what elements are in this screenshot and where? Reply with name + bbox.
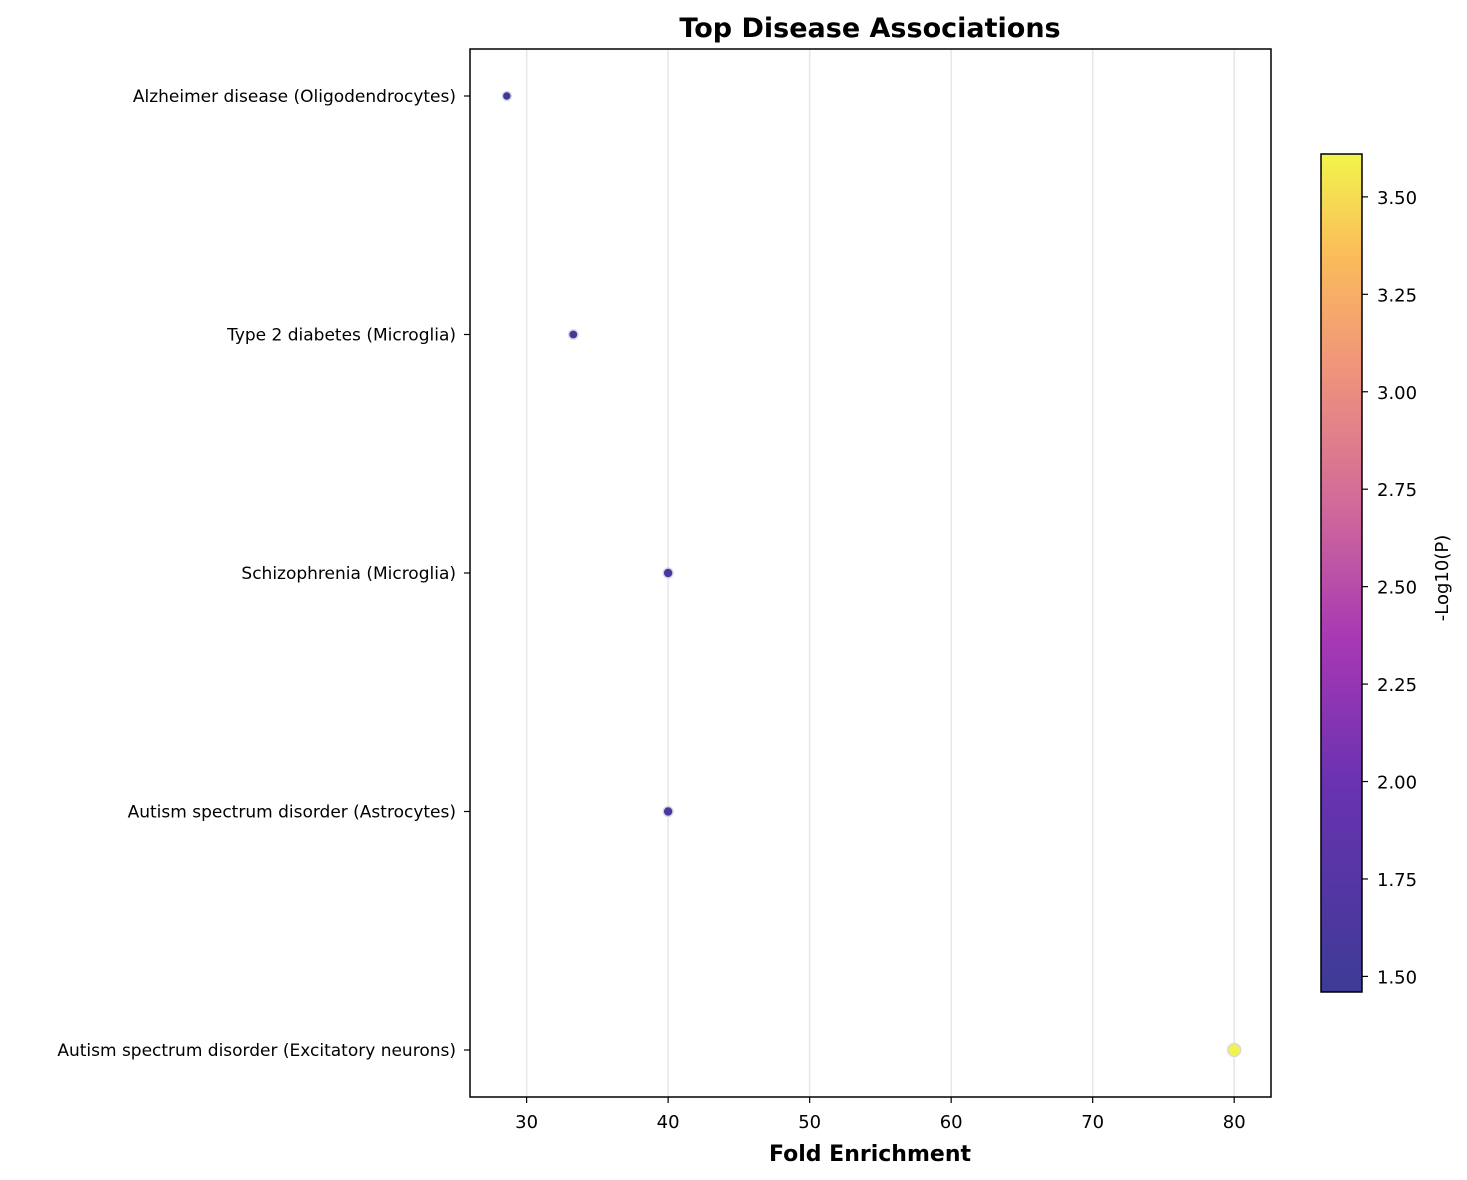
colorbar-label: -Log10(P) bbox=[1432, 535, 1453, 621]
y-category-label: Schizophrenia (Microglia) bbox=[241, 564, 456, 584]
chart-title: Top Disease Associations bbox=[679, 13, 1060, 44]
x-tick-label: 40 bbox=[657, 1112, 680, 1133]
y-category-label: Alzheimer disease (Oligodendrocytes) bbox=[133, 87, 456, 107]
data-point bbox=[501, 90, 513, 102]
colorbar-tick-label: 1.75 bbox=[1377, 870, 1417, 891]
y-category-label: Autism spectrum disorder (Astrocytes) bbox=[128, 803, 456, 823]
data-point bbox=[662, 805, 674, 818]
plot-area-frame bbox=[469, 48, 1272, 1098]
y-category-label: Type 2 diabetes (Microglia) bbox=[226, 326, 456, 346]
colorbar-tick-label: 3.25 bbox=[1377, 285, 1417, 306]
colorbar-tick-label: 2.75 bbox=[1377, 480, 1417, 501]
colorbar-tick-label: 2.25 bbox=[1377, 675, 1417, 696]
colorbar-ticks: 1.50 1.75 2.00 2.25 2.50 2.75 3.00 3.25 3.50 bbox=[1362, 188, 1417, 988]
grid-lines bbox=[525, 49, 1235, 1097]
colorbar-tick-label: 1.50 bbox=[1377, 967, 1417, 988]
colorbar-tick-label: 3.50 bbox=[1377, 188, 1417, 209]
x-tick-label: 50 bbox=[798, 1112, 821, 1133]
data-point bbox=[567, 329, 579, 340]
y-axis-categories: Alzheimer disease (Oligodendrocytes) Type… bbox=[57, 87, 470, 1061]
colorbar-tick-label: 2.00 bbox=[1377, 773, 1417, 794]
y-category-label: Autism spectrum disorder (Excitatory neu… bbox=[57, 1041, 456, 1061]
x-tick-label: 60 bbox=[940, 1112, 963, 1133]
x-tick-label: 30 bbox=[515, 1112, 538, 1133]
colorbar-tick-label: 2.50 bbox=[1377, 578, 1417, 599]
data-point bbox=[1226, 1042, 1242, 1058]
x-axis-label: Fold Enrichment bbox=[769, 1142, 971, 1167]
colorbar bbox=[1320, 153, 1363, 993]
x-tick-label: 70 bbox=[1081, 1112, 1104, 1133]
colorbar-tick-label: 3.00 bbox=[1377, 383, 1417, 404]
x-axis-ticks: 30 40 50 60 70 80 bbox=[515, 1097, 1246, 1133]
data-points bbox=[501, 90, 1242, 1058]
data-point bbox=[662, 567, 674, 579]
x-tick-label: 80 bbox=[1223, 1112, 1246, 1133]
